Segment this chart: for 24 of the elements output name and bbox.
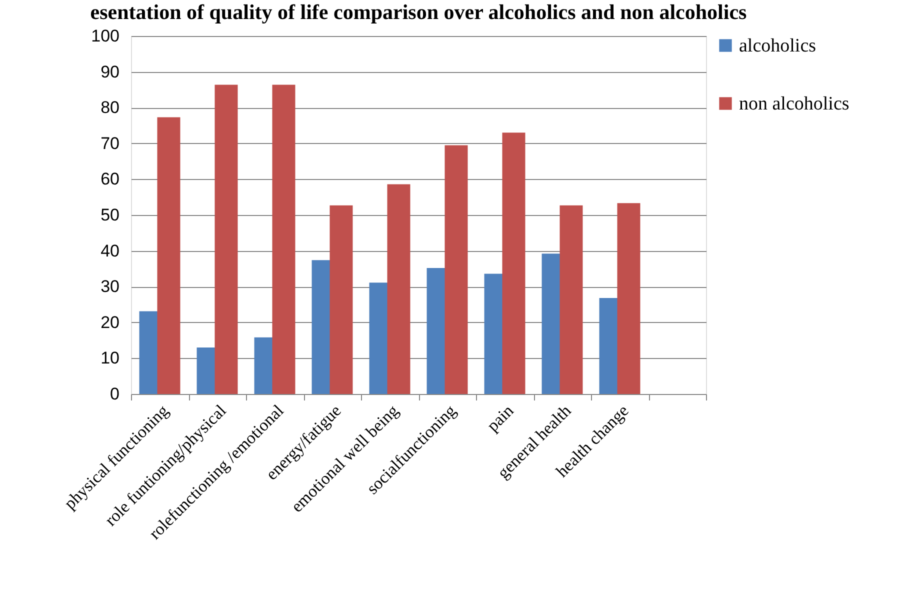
legend-label: non alcoholics	[739, 94, 850, 114]
y-tick-label: 10	[100, 348, 120, 368]
bar	[272, 84, 296, 394]
chart-title: esentation of quality of life comparison over alcoholics and non alcoholics	[90, 0, 747, 24]
bar	[617, 203, 640, 394]
bar	[387, 184, 410, 394]
y-tick-label: 80	[100, 98, 120, 118]
bar	[560, 205, 583, 394]
bar	[157, 117, 180, 394]
bar	[444, 145, 468, 394]
y-tick-label: 70	[100, 134, 120, 153]
bar	[214, 84, 238, 394]
y-tick-label: 100	[91, 26, 120, 46]
y-tick-label: 40	[100, 241, 120, 260]
bar	[330, 205, 353, 394]
y-tick-label: 50	[100, 206, 120, 224]
legend-label: alcoholics	[739, 36, 816, 56]
y-tick-label: 90	[100, 62, 120, 82]
y-tick-label: 60	[100, 170, 120, 189]
x-tick-label: pain	[483, 400, 518, 436]
y-tick-label: 30	[100, 277, 120, 296]
bar	[502, 132, 526, 394]
y-tick-label: 0	[110, 384, 120, 404]
y-tick-label: 20	[100, 312, 120, 332]
